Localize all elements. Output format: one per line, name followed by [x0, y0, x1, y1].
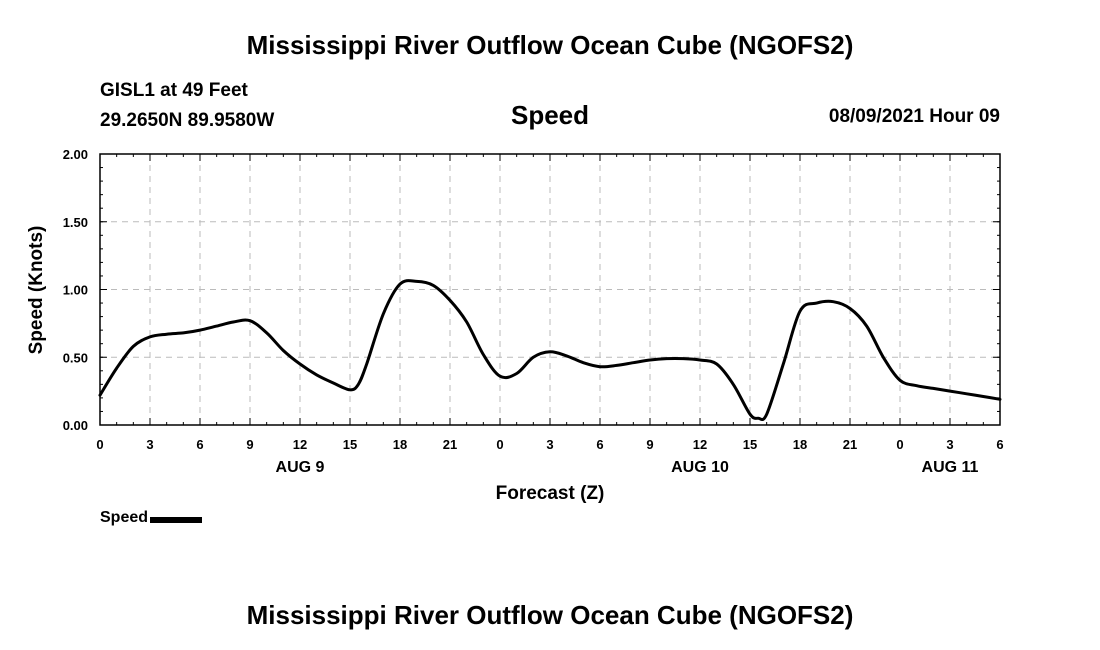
grid-lines [100, 154, 1000, 425]
y-tick-labels: 0.00 0.50 1.00 1.50 2.00 [63, 147, 88, 433]
station-coordinates: 29.2650N 89.9580W [100, 110, 275, 131]
x-tick-label: 6 [196, 437, 203, 452]
x-tick-label: 12 [693, 437, 707, 452]
x-tick-label: 18 [793, 437, 807, 452]
legend: Speed [100, 509, 203, 527]
x-tick-label: 15 [343, 437, 357, 452]
y-axis-label: Speed (Knots) [26, 225, 47, 355]
legend-swatch [150, 517, 203, 523]
forecast-datetime: 08/09/2021 Hour 09 [828, 106, 1000, 127]
x-tick-label: 15 [743, 437, 757, 452]
x-tick-label: 0 [96, 437, 103, 452]
x-tick-label: 21 [443, 437, 457, 452]
x-tick-label: 6 [596, 437, 603, 452]
y-tick-label: 1.50 [63, 215, 88, 230]
date-label: AUG 10 [671, 459, 729, 476]
date-label: AUG 11 [921, 459, 979, 476]
y-tick-label: 0.00 [63, 418, 88, 433]
variable-title: Speed [510, 100, 590, 130]
x-tick-label: 6 [996, 437, 1003, 452]
station-info: GISL1 at 49 Feet 29.2650N 89.9580W [100, 76, 274, 136]
x-tick-label: 18 [393, 437, 407, 452]
y-tick-label: 1.00 [63, 283, 88, 298]
footer-title: Mississippi River Outflow Ocean Cube (NG… [246, 600, 854, 630]
x-tick-label: 3 [146, 437, 153, 452]
x-tick-label: 9 [646, 437, 653, 452]
legend-label: Speed [100, 509, 149, 526]
speed-series-line [98, 279, 1002, 422]
x-tick-labels: 0 3 6 9 12 15 18 21 0 3 6 9 12 15 18 21 0 3 6 [96, 437, 1003, 452]
x-tick-label: 0 [896, 437, 903, 452]
y-tick-label: 2.00 [63, 147, 88, 162]
x-tick-label: 0 [496, 437, 503, 452]
x-tick-label: 12 [293, 437, 307, 452]
station-name: GISL1 at 49 Feet [100, 80, 248, 101]
y-tick-label: 0.50 [63, 350, 88, 365]
x-tick-label: 9 [246, 437, 253, 452]
x-tick-label: 3 [946, 437, 953, 452]
plot-frame [99, 153, 1001, 426]
x-axis-label: Forecast (Z) [495, 483, 605, 504]
x-tick-label: 21 [843, 437, 857, 452]
x-tick-label: 3 [546, 437, 553, 452]
date-label: AUG 9 [275, 459, 325, 476]
chart-title: Mississippi River Outflow Ocean Cube (NG… [246, 30, 854, 60]
